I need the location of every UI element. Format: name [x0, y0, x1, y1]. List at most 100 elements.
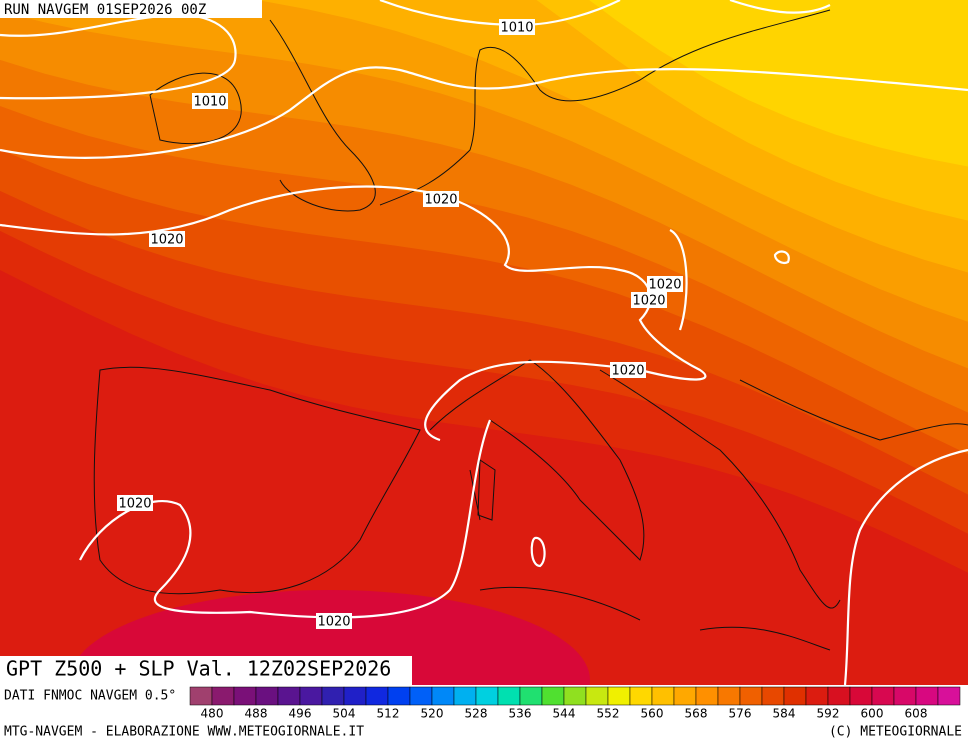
colorbar-swatch	[321, 686, 345, 706]
colorbar-swatch	[673, 686, 697, 706]
colorbar-swatch	[871, 686, 895, 706]
coast	[469, 459, 496, 521]
isobar-label: 1020	[648, 278, 681, 293]
colorbar-label: 576	[729, 707, 752, 721]
isobar	[79, 419, 492, 619]
colorbar-label: 504	[333, 707, 356, 721]
colorbar-swatch	[827, 686, 851, 706]
isobar	[0, 66, 968, 159]
isobar	[530, 536, 546, 568]
isobar-label-box	[192, 93, 228, 109]
colorbar-swatch	[695, 686, 719, 706]
colorbar-label: 488	[245, 707, 268, 721]
coast	[739, 379, 968, 441]
colorbar-swatch	[343, 686, 367, 706]
colorbar-label: 592	[817, 707, 840, 721]
colorbar-label: 560	[641, 707, 664, 721]
colorbar-swatch	[563, 686, 587, 706]
coast	[479, 586, 831, 651]
isobar-label: 1020	[317, 615, 350, 630]
colorbar-label: 536	[509, 707, 532, 721]
isobar	[843, 448, 968, 685]
colorbar-label: 544	[553, 707, 576, 721]
colorbar-label: 512	[377, 707, 400, 721]
footer-right: (C) METEOGIORNALE	[829, 725, 962, 740]
colorbar-label: 480	[201, 707, 224, 721]
colorbar-label: 520	[421, 707, 444, 721]
isobars	[0, 0, 968, 685]
isobar	[773, 250, 790, 264]
colorbar-swatch	[761, 686, 785, 706]
colorbar-swatch	[893, 686, 917, 706]
colorbar-swatch	[387, 686, 411, 706]
isobar	[0, 13, 237, 100]
isobar-label-box	[316, 613, 352, 629]
colorbar-label: 496	[289, 707, 312, 721]
colorbar-swatch	[585, 686, 609, 706]
isobar-label: 1010	[500, 21, 533, 36]
colorbar-swatch	[189, 686, 213, 706]
header-box	[0, 0, 262, 18]
colorbar-swatch	[233, 686, 257, 706]
colorbar-swatch	[717, 686, 741, 706]
colorbar-swatch	[475, 686, 499, 706]
isobar-label-box	[499, 19, 535, 35]
colorbar-swatch	[299, 686, 323, 706]
colorbar-swatch	[497, 686, 521, 706]
colorbar-swatch	[651, 686, 675, 706]
isobar	[0, 185, 707, 442]
title-box	[0, 656, 412, 685]
coast	[149, 72, 242, 145]
run-label: RUN NAVGEM 01SEP2026 00Z	[4, 2, 206, 18]
field-band	[0, 0, 968, 167]
isobar	[669, 229, 688, 331]
colorbar: 480 488 496 504 512 520 528 536 544 552 560 568 576 5…	[189, 686, 961, 721]
colorbar-label: 528	[465, 707, 488, 721]
colorbar-swatch	[519, 686, 543, 706]
isobar-label: 1020	[611, 364, 644, 379]
colorbar-swatch	[783, 686, 807, 706]
colorbar-swatch	[849, 686, 873, 706]
isobar-label: 1020	[150, 233, 183, 248]
footer-left: MTG-NAVGEM - ELABORAZIONE WWW.METEOGIORN…	[4, 725, 364, 740]
coast	[429, 359, 645, 561]
isobar-label: 1010	[193, 95, 226, 110]
colorbar-swatch	[739, 686, 763, 706]
colorbar-swatch	[277, 686, 301, 706]
isobar-label: 1020	[118, 497, 151, 512]
isobar-label: 1020	[424, 193, 457, 208]
isobar	[729, 0, 831, 14]
coast	[93, 366, 421, 595]
colorbar-label: 600	[861, 707, 884, 721]
source-label: DATI FNMOC NAVGEM 0.5°	[4, 689, 176, 704]
colorbar-swatch	[937, 686, 961, 706]
isobar-label-box	[117, 495, 153, 511]
isobar-label-box	[610, 362, 646, 378]
isobar-label-box	[149, 231, 185, 247]
colorbar-label: 608	[905, 707, 928, 721]
colorbar-swatch	[211, 686, 235, 706]
colorbar-swatch	[365, 686, 389, 706]
colorbar-swatch	[607, 686, 631, 706]
colorbar-swatch	[541, 686, 565, 706]
colorbar-swatch	[629, 686, 653, 706]
isobar-label-box	[631, 292, 667, 308]
colorbar-swatch	[453, 686, 477, 706]
coastlines	[93, 9, 968, 651]
coast	[599, 369, 841, 609]
colorbar-label: 552	[597, 707, 620, 721]
isobar-label: 1020	[632, 294, 665, 309]
isobar-label-box	[647, 276, 683, 292]
colorbar-swatch	[915, 686, 939, 706]
isobar-label-box	[423, 191, 459, 207]
colorbar-swatch	[805, 686, 829, 706]
colorbar-swatch	[409, 686, 433, 706]
coast	[379, 9, 831, 206]
colorbar-swatch	[255, 686, 279, 706]
colorbar-swatch	[431, 686, 455, 706]
colorbar-label: 584	[773, 707, 796, 721]
map-title: GPT Z500 + SLP Val. 12Z02SEP2026	[6, 657, 391, 681]
